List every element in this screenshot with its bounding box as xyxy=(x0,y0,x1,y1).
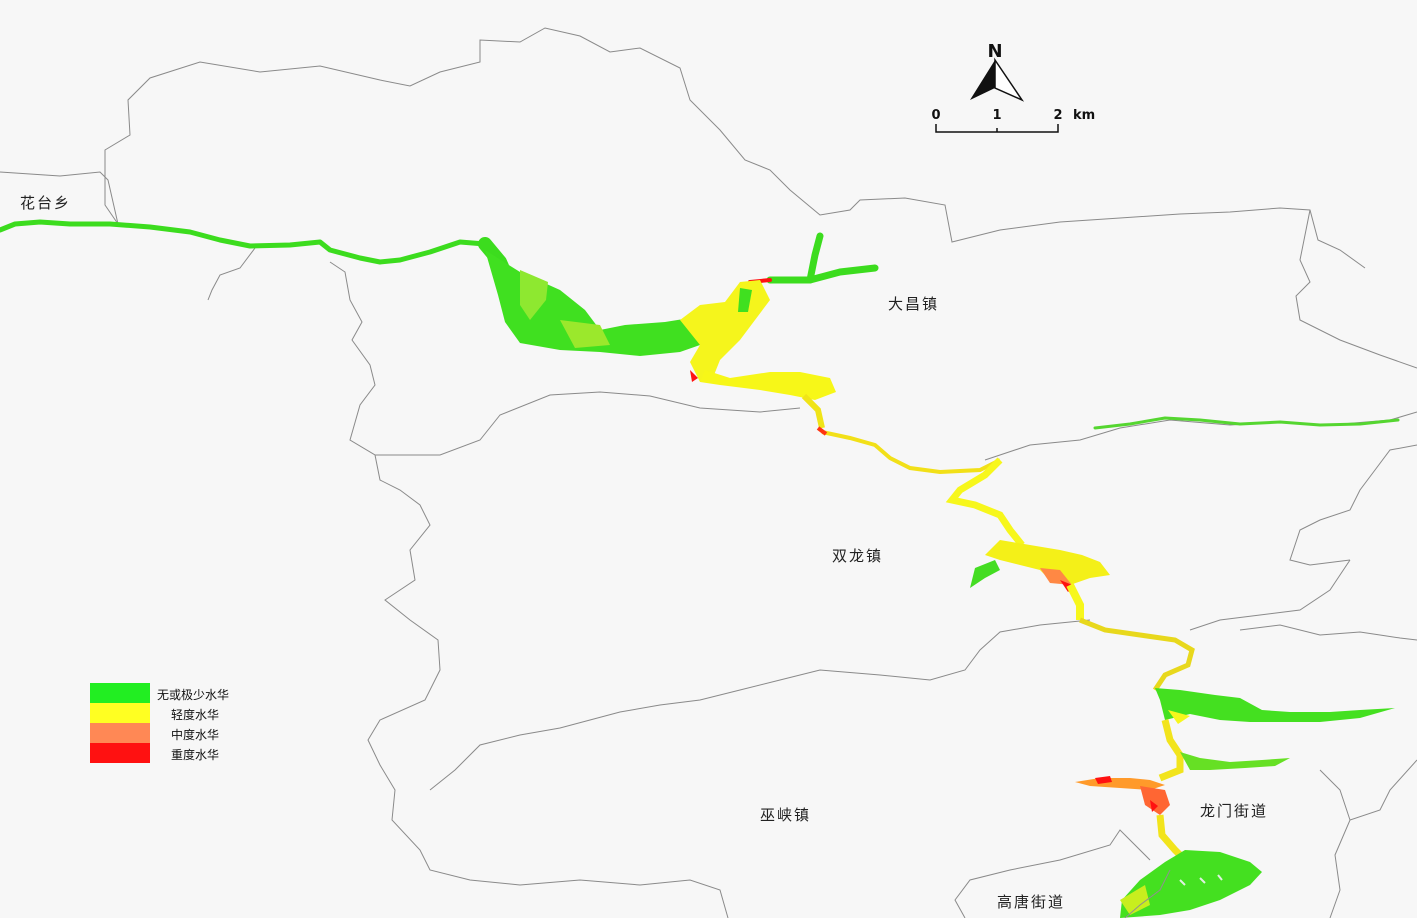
legend-swatch xyxy=(90,703,150,723)
admin-boundaries xyxy=(0,27,1417,918)
town-label-gaotang: 高唐街道 xyxy=(997,893,1066,911)
town-label-shuanglong: 双龙镇 xyxy=(832,547,884,565)
legend-swatch xyxy=(90,743,150,763)
legend-swatch xyxy=(90,723,150,743)
town-label-huatai: 花台乡 xyxy=(20,194,72,212)
scale-unit: km xyxy=(1073,108,1095,123)
town-label-longmen: 龙门街道 xyxy=(1200,802,1269,820)
town-label-wuxia: 巫峡镇 xyxy=(760,806,812,824)
river-bloom-body xyxy=(485,250,1395,918)
scale-tick-2: 2 xyxy=(1053,108,1062,123)
scale-bar: 0 1 2 km xyxy=(931,108,1095,133)
north-arrow-icon: N xyxy=(970,41,1025,102)
scale-tick-1: 1 xyxy=(992,108,1001,123)
north-label: N xyxy=(987,41,1002,62)
legend-label: 重度水华 xyxy=(171,748,220,762)
legend-label: 中度水华 xyxy=(171,728,220,742)
town-label-dachang: 大昌镇 xyxy=(888,295,940,313)
legend-swatch xyxy=(90,683,150,703)
legend-label: 无或极少水华 xyxy=(157,688,230,702)
legend-label: 轻度水华 xyxy=(171,708,220,722)
scale-tick-0: 0 xyxy=(931,108,940,123)
